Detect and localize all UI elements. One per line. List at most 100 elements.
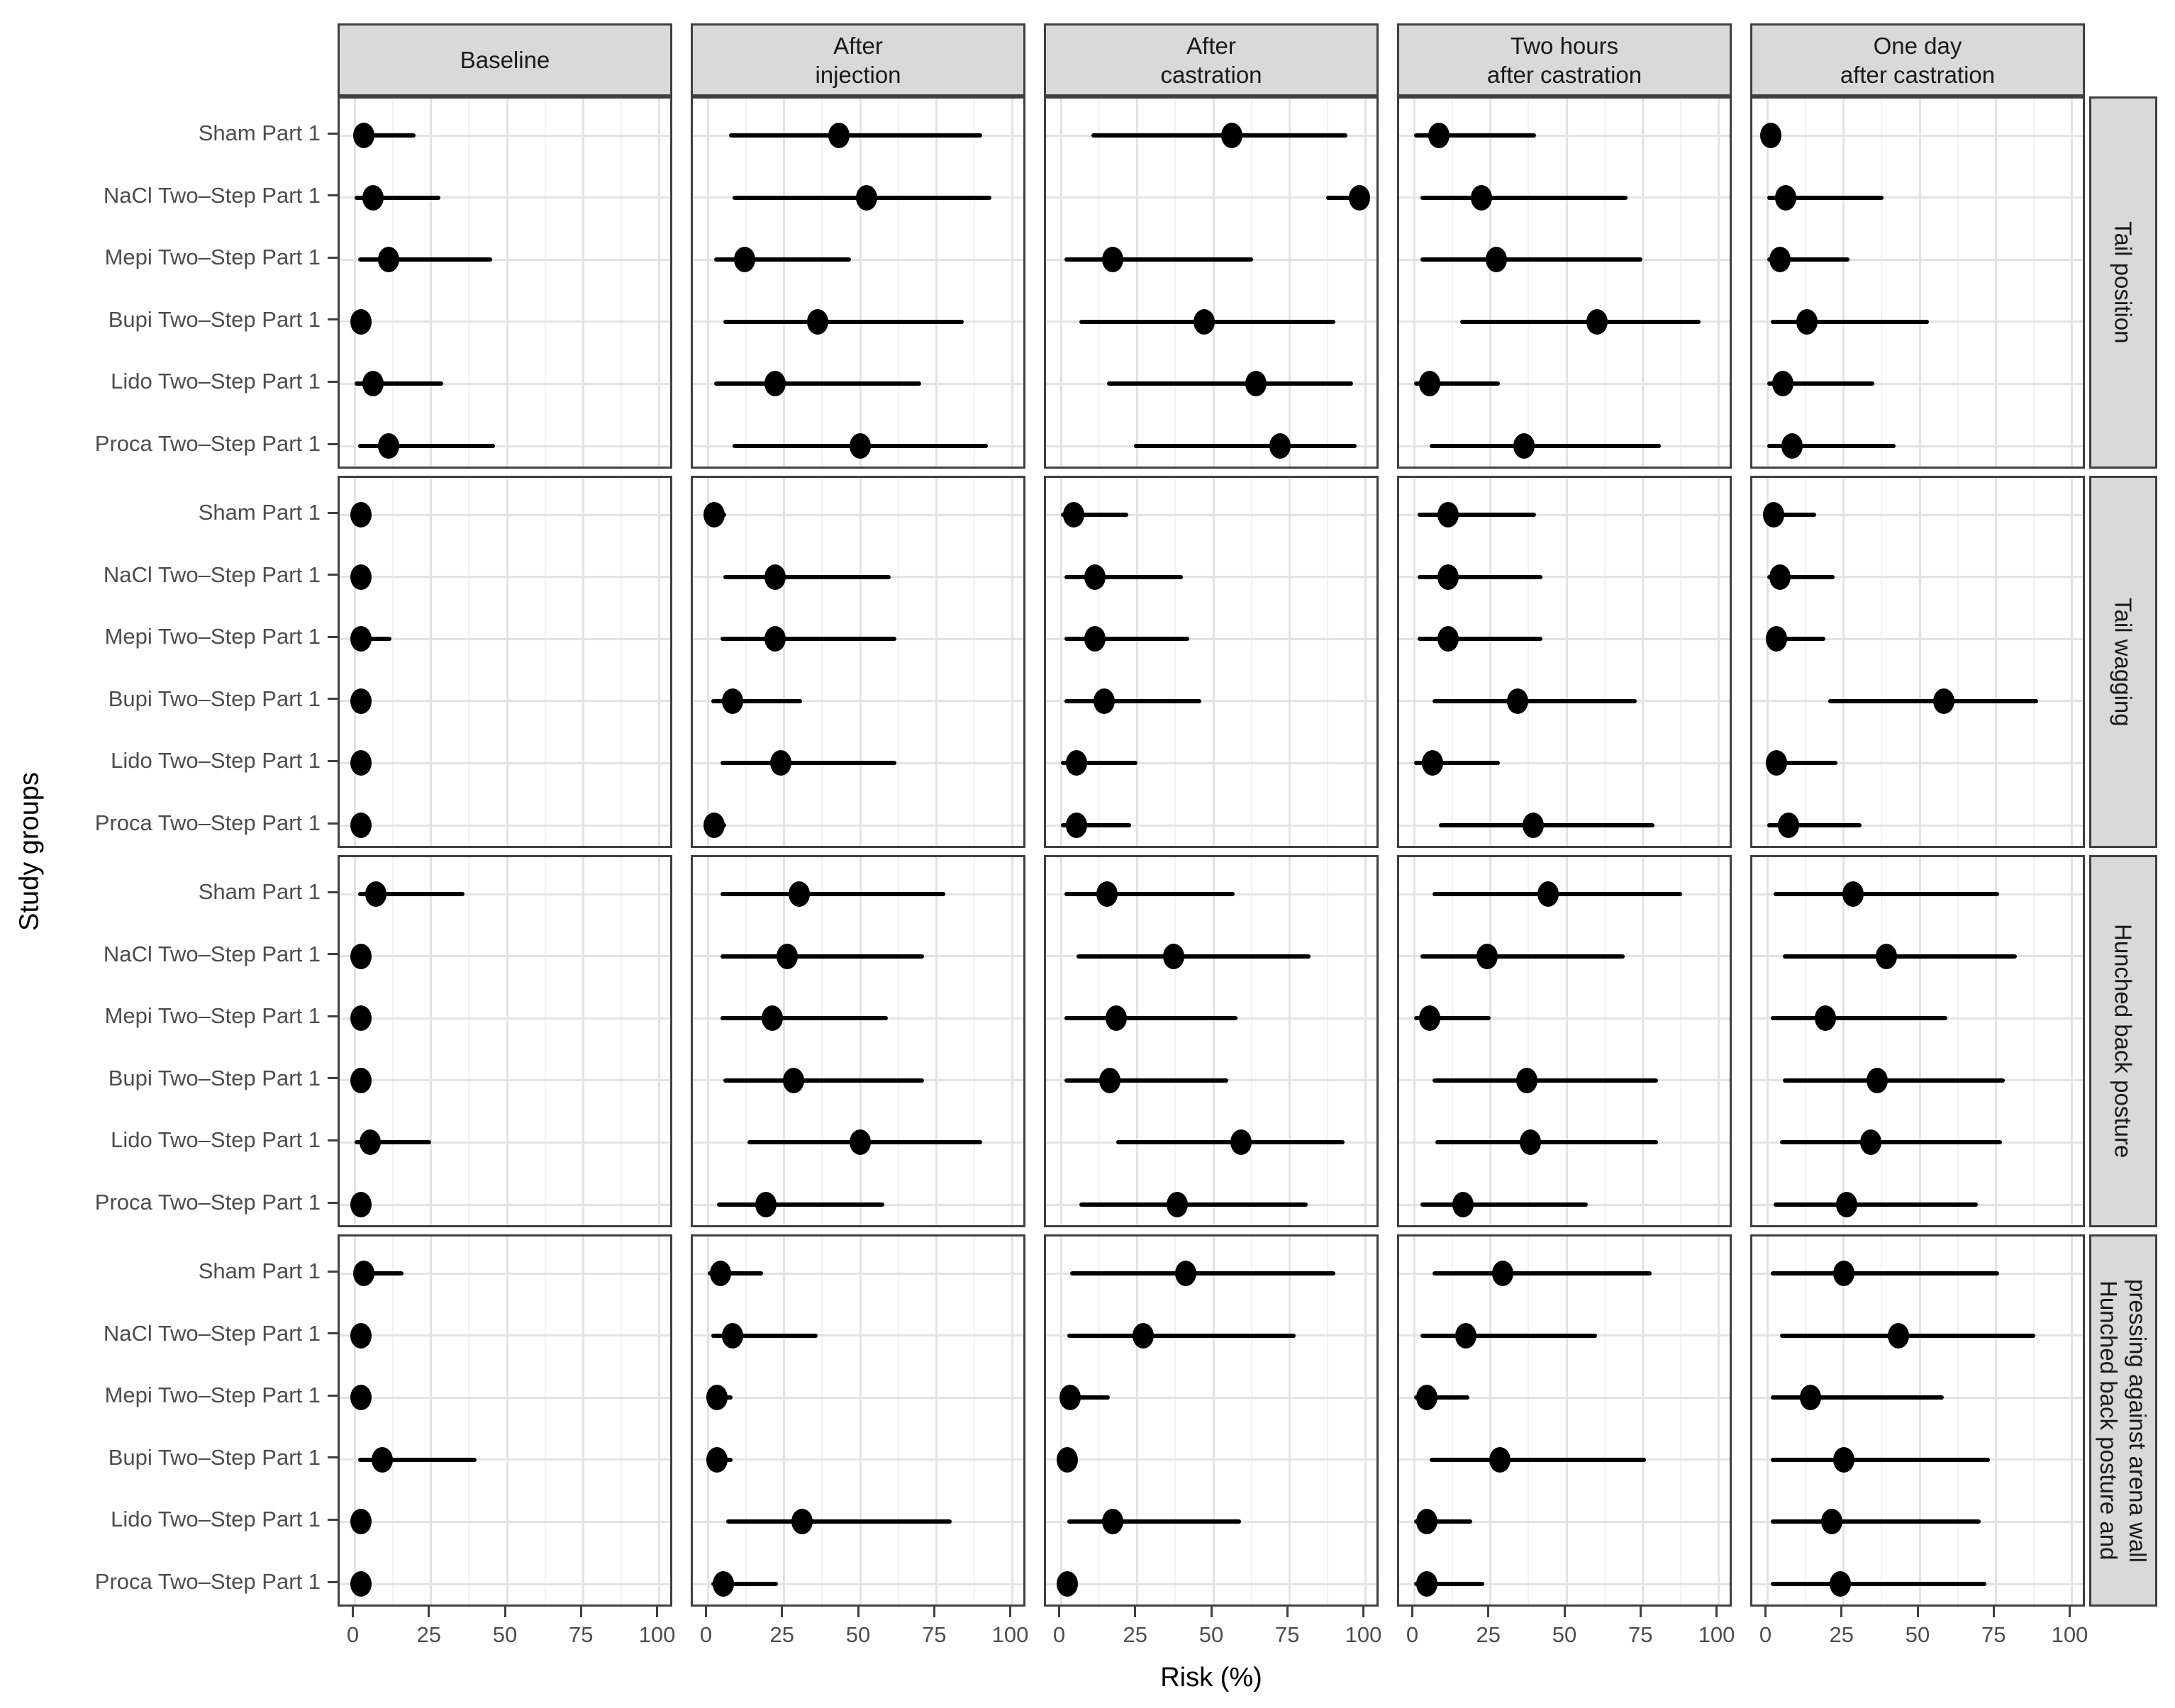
risk-point (712, 1571, 734, 1597)
risk-point (1781, 433, 1803, 459)
x-tick (704, 1607, 707, 1617)
x-tick (1286, 1607, 1289, 1617)
x-tick (1057, 1607, 1060, 1617)
ci-line (1435, 1140, 1658, 1145)
group-label: Sham Part 1 (198, 121, 321, 145)
risk-point (1866, 1067, 1888, 1093)
facet-column-strip-label: After (833, 32, 883, 59)
ci-line (1770, 1271, 1999, 1276)
risk-point (1057, 1571, 1079, 1597)
gridline-major (340, 258, 670, 261)
risk-point (1084, 564, 1106, 590)
gridline-major (1059, 478, 1062, 846)
gridline-major (1011, 99, 1014, 467)
risk-point (1766, 750, 1788, 776)
risk-point (350, 750, 372, 776)
panel-r3c0 (338, 1234, 672, 1607)
gridline-major (1752, 258, 2083, 261)
gridline-major (693, 824, 1023, 827)
y-tick (328, 1456, 338, 1459)
gridline-major (340, 700, 670, 703)
gridline-minor (620, 857, 622, 1225)
gridline-major (1011, 857, 1014, 1225)
ci-line (355, 195, 440, 200)
ci-line (1770, 1519, 1981, 1524)
ci-line (1414, 1519, 1472, 1524)
gridline-major (1364, 478, 1367, 846)
ci-line (711, 1582, 779, 1586)
ci-line (1414, 381, 1500, 386)
ci-line (1767, 381, 1874, 386)
risk-point (1507, 688, 1529, 714)
x-tick-label: 0 (1052, 1622, 1066, 1647)
ci-line (723, 319, 964, 324)
gridline-major (693, 1396, 1023, 1399)
risk-point (1769, 564, 1791, 590)
panel-r2c1 (691, 855, 1025, 1227)
gridline-minor (973, 857, 975, 1225)
gridline-minor (1250, 1237, 1252, 1604)
x-tick-label: 25 (1476, 1622, 1501, 1647)
ci-line (355, 133, 416, 138)
ci-line (1076, 954, 1311, 959)
y-tick (328, 1139, 338, 1142)
ci-line (1064, 892, 1235, 896)
ci-line (708, 1271, 763, 1276)
y-tick (328, 635, 338, 638)
risk-point (1065, 750, 1087, 776)
x-tick-label: 75 (922, 1622, 947, 1647)
risk-point (791, 1509, 813, 1535)
risk-point (855, 184, 877, 211)
y-tick (328, 442, 338, 445)
gridline-minor (1881, 1237, 1883, 1604)
ci-line (1770, 1582, 1987, 1586)
risk-point (1814, 1005, 1836, 1032)
gridline-minor (468, 1237, 470, 1604)
y-tick (328, 380, 338, 383)
ci-line (1070, 1271, 1335, 1276)
gridline-minor (1679, 857, 1681, 1225)
panel-r1c2 (1044, 476, 1379, 848)
y-tick (328, 1518, 338, 1521)
gridline-minor (1679, 99, 1681, 467)
risk-point (1586, 308, 1608, 335)
gridline-major (1399, 513, 1730, 516)
facet-column-strip-label: Baseline (460, 47, 550, 73)
gridline-major (1399, 761, 1730, 764)
risk-point (1516, 1067, 1538, 1093)
gridline-major (1046, 1583, 1376, 1585)
gridline-major (1046, 824, 1376, 827)
gridline-major (2071, 478, 2074, 846)
gridline-minor (620, 478, 622, 846)
facet-column-strip: One day after castration (1750, 23, 2085, 96)
risk-point (350, 1385, 372, 1411)
gridline-major (1565, 478, 1568, 846)
group-label: Mepi Two–Step Part 1 (104, 245, 321, 270)
gridline-major (1918, 99, 1921, 467)
gridline-major (859, 99, 862, 467)
gridline-major (430, 1237, 433, 1604)
y-tick (328, 1270, 338, 1273)
risk-point (1513, 433, 1535, 459)
x-tick-label: 50 (1905, 1622, 1930, 1647)
risk-point (1836, 1192, 1858, 1217)
risk-point (1084, 626, 1106, 652)
gridline-major (340, 1203, 670, 1206)
x-tick (1487, 1607, 1490, 1617)
risk-point (1057, 1446, 1079, 1473)
gridline-major (1918, 1237, 1921, 1604)
gridline-major (1918, 857, 1921, 1225)
ci-line (355, 1271, 404, 1276)
risk-point (850, 1129, 871, 1156)
risk-point (1348, 184, 1370, 211)
gridline-minor (897, 478, 899, 846)
ci-line (1420, 1333, 1597, 1338)
gridline-major (1752, 824, 2083, 827)
gridline-minor (821, 478, 823, 846)
ci-line (1767, 444, 1896, 448)
gridline-major (2071, 857, 2074, 1225)
gridline-minor (1452, 857, 1454, 1225)
risk-point (1832, 1446, 1854, 1473)
gridline-minor (1528, 99, 1530, 467)
gridline-major (340, 637, 670, 640)
